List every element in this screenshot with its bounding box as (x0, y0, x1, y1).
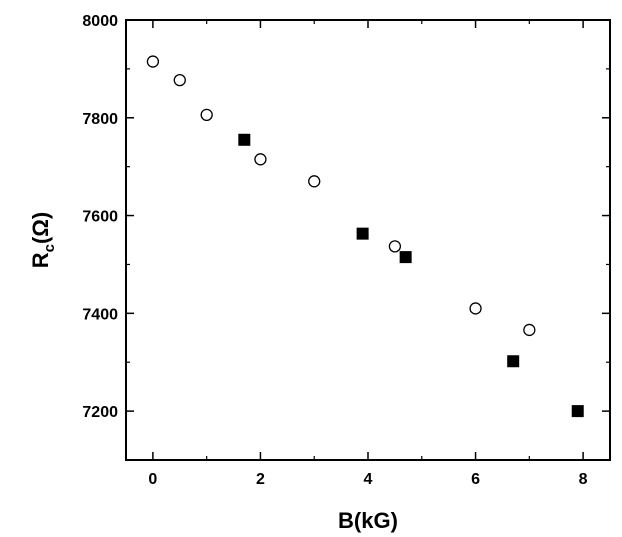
data-point-square (238, 133, 251, 146)
x-tick-label: 0 (148, 471, 157, 488)
x-tick-label: 6 (471, 471, 480, 488)
data-point-square (571, 405, 584, 418)
data-point-circle (173, 73, 186, 87)
plot-frame (125, 19, 611, 461)
data-point-circle (254, 153, 267, 166)
y-axis-title-subscript: c (41, 244, 58, 252)
y-axis-title: Rc(Ω) (28, 212, 58, 269)
data-point-square (399, 251, 412, 264)
ticks (126, 19, 610, 460)
y-tick-label: 7400 (82, 306, 118, 323)
data-point-circle (469, 302, 482, 315)
data-point-circle (200, 108, 213, 121)
data-point-circle (146, 55, 160, 68)
data-markers (146, 55, 584, 418)
x-tick-label: 2 (256, 471, 265, 488)
x-tick-label: 8 (579, 471, 588, 488)
tick-labels: 0 2 4 6 8 7200 7400 7600 7800 8000 (82, 13, 587, 488)
data-point-circle (523, 323, 536, 337)
y-axis-title-unit: (Ω) (28, 212, 53, 244)
y-tick-label: 7600 (82, 209, 118, 226)
data-point-circle (308, 175, 321, 188)
data-point-circle (388, 240, 402, 253)
y-axis-title-main: R (28, 252, 53, 268)
y-tick-label: 7800 (82, 111, 118, 128)
data-point-square (356, 227, 369, 240)
y-tick-label: 8000 (82, 13, 118, 30)
y-tick-label: 7200 (82, 404, 118, 421)
x-axis-title: B(kG) (338, 508, 398, 533)
data-point-square (507, 355, 520, 368)
x-tick-label: 4 (364, 471, 373, 488)
